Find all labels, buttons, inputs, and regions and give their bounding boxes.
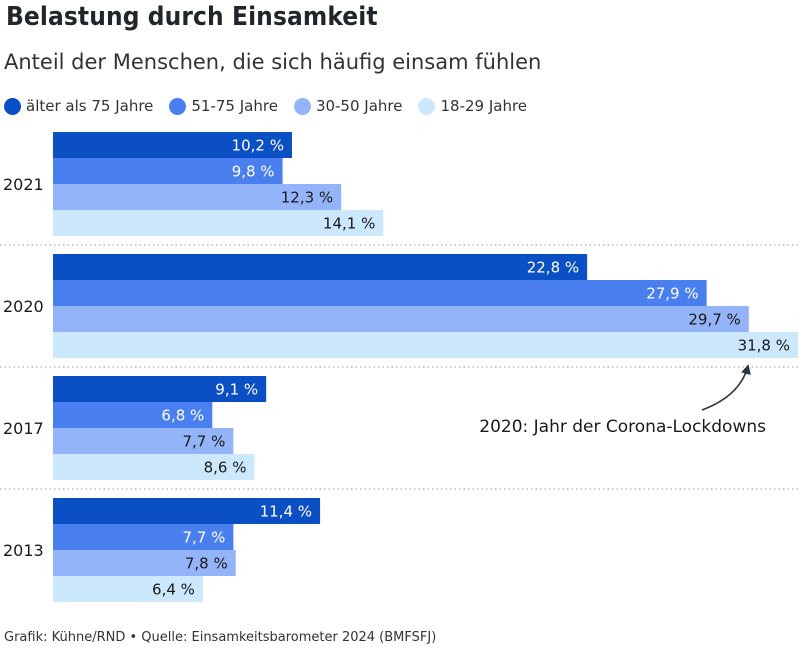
bar-2021-series-1 <box>53 158 283 184</box>
category-label-2021: 2021 <box>3 175 44 194</box>
bar-label-2020-series-1: 27,9 % <box>646 285 698 303</box>
bar-2013-series-1 <box>53 524 234 550</box>
bar-2020-series-2 <box>53 306 749 332</box>
legend-swatch-over-75 <box>4 97 21 115</box>
bar-2020-series-3 <box>53 332 798 358</box>
legend-swatch-51-75 <box>169 97 187 115</box>
bar-2017-series-0 <box>53 376 267 402</box>
bar-2021-series-0 <box>53 132 292 158</box>
bar-label-2017-series-0: 9,1 % <box>215 381 258 399</box>
bar-label-2020-series-3: 31,8 % <box>738 337 790 355</box>
legend-item-30-50: 30-50 Jahre <box>293 97 403 115</box>
legend-item-51-75: 51-75 Jahre <box>169 97 278 115</box>
bar-2021-series-3 <box>53 210 384 236</box>
legend-swatch-18-29 <box>418 97 436 115</box>
bar-label-2021-series-1: 9,8 % <box>232 163 275 181</box>
category-label-2017: 2017 <box>3 419 44 438</box>
bar-2013-series-2 <box>53 550 236 576</box>
bar-label-2013-series-3: 6,4 % <box>152 581 195 599</box>
bar-chart: 2021 10,2 % 9,8 % 12,3 % 14,1 % 2020 22,8 % 27,… <box>0 132 800 602</box>
bar-2017-series-3 <box>53 454 255 480</box>
bar-2017-series-2 <box>53 428 234 454</box>
chart-title: Belastung durch Einsamkeit <box>6 2 378 32</box>
bar-2020-series-0 <box>53 254 588 280</box>
bar-2021-series-2 <box>53 184 342 210</box>
legend-item-18-29: 18-29 Jahre <box>418 97 527 115</box>
legend-label-18-29: 18-29 Jahre <box>440 97 528 115</box>
bar-label-2017-series-1: 6,8 % <box>161 407 204 425</box>
bar-label-2021-series-2: 12,3 % <box>281 189 333 207</box>
bar-label-2013-series-1: 7,7 % <box>183 529 226 547</box>
bar-2017-series-1 <box>53 402 213 428</box>
chart-subtitle: Anteil der Menschen, die sich häufig ein… <box>4 50 542 74</box>
category-label-2013: 2013 <box>3 541 44 560</box>
bar-label-2021-series-0: 10,2 % <box>232 137 284 155</box>
legend-label-30-50: 30-50 Jahre <box>315 97 403 115</box>
annotation-text: 2020: Jahr der Corona-Lockdowns <box>479 417 766 437</box>
bar-label-2021-series-3: 14,1 % <box>323 215 375 233</box>
legend-label-51-75: 51-75 Jahre <box>191 97 278 115</box>
bar-2013-series-0 <box>53 498 321 524</box>
bar-label-2013-series-0: 11,4 % <box>260 503 312 521</box>
legend-item-over-75: älter als 75 Jahre <box>4 97 153 115</box>
bar-label-2013-series-2: 7,8 % <box>185 555 228 573</box>
bar-2013-series-3 <box>53 576 203 602</box>
bar-2020-series-1 <box>53 280 707 306</box>
bar-label-2017-series-2: 7,7 % <box>183 433 226 451</box>
category-label-2020: 2020 <box>3 297 44 316</box>
annotation-arrow <box>701 364 751 411</box>
legend: älter als 75 Jahre 51-75 Jahre 30-50 Jah… <box>4 94 543 118</box>
bar-label-2020-series-2: 29,7 % <box>688 311 740 329</box>
bar-label-2020-series-0: 22,8 % <box>527 259 579 277</box>
source-footer: Grafik: Kühne/RND • Quelle: Einsamkeitsb… <box>4 630 437 645</box>
legend-swatch-30-50 <box>293 97 311 115</box>
legend-label-over-75: älter als 75 Jahre <box>26 97 154 115</box>
bar-label-2017-series-3: 8,6 % <box>204 459 247 477</box>
